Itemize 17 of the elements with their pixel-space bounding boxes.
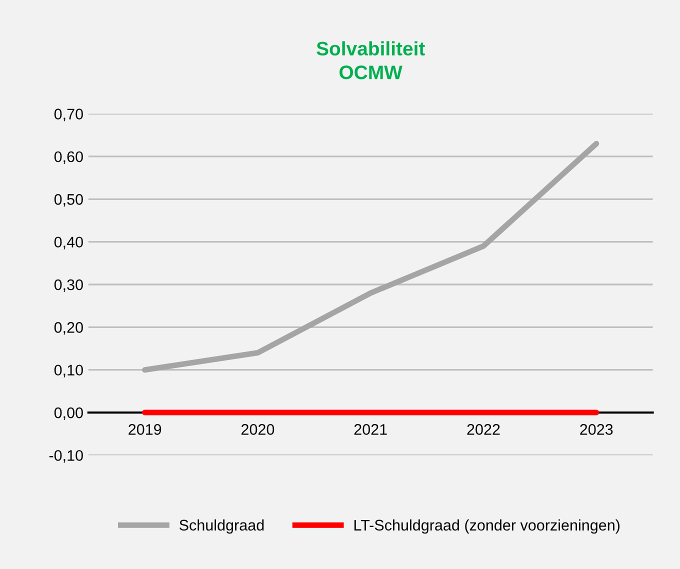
y-tick-label: 0,10	[54, 364, 83, 378]
y-tick-label: 0,60	[54, 151, 83, 164]
chart-title: Solvabiliteit OCMW	[316, 41, 425, 80]
y-tick-label: 0,40	[54, 236, 83, 250]
y-tick-label: 0,70	[54, 108, 83, 122]
x-tick-label: 2023	[580, 424, 613, 435]
legend-label: Schuldgraad	[180, 519, 264, 534]
x-tick-label: 2021	[354, 424, 387, 435]
y-tick-label: 0,50	[54, 194, 83, 207]
x-tick-label: 2020	[241, 424, 274, 435]
y-tick-label: 0,20	[54, 322, 83, 335]
x-tick-label: 2019	[128, 424, 162, 435]
y-tick-label: 0,00	[54, 407, 83, 420]
legend-label: LT-Schuldgraad (zonder voorzieningen)	[354, 519, 620, 534]
y-tick-label: 0,30	[54, 279, 83, 292]
x-tick-label: 2022	[467, 424, 500, 435]
y-tick-label: -0,10	[49, 450, 83, 463]
